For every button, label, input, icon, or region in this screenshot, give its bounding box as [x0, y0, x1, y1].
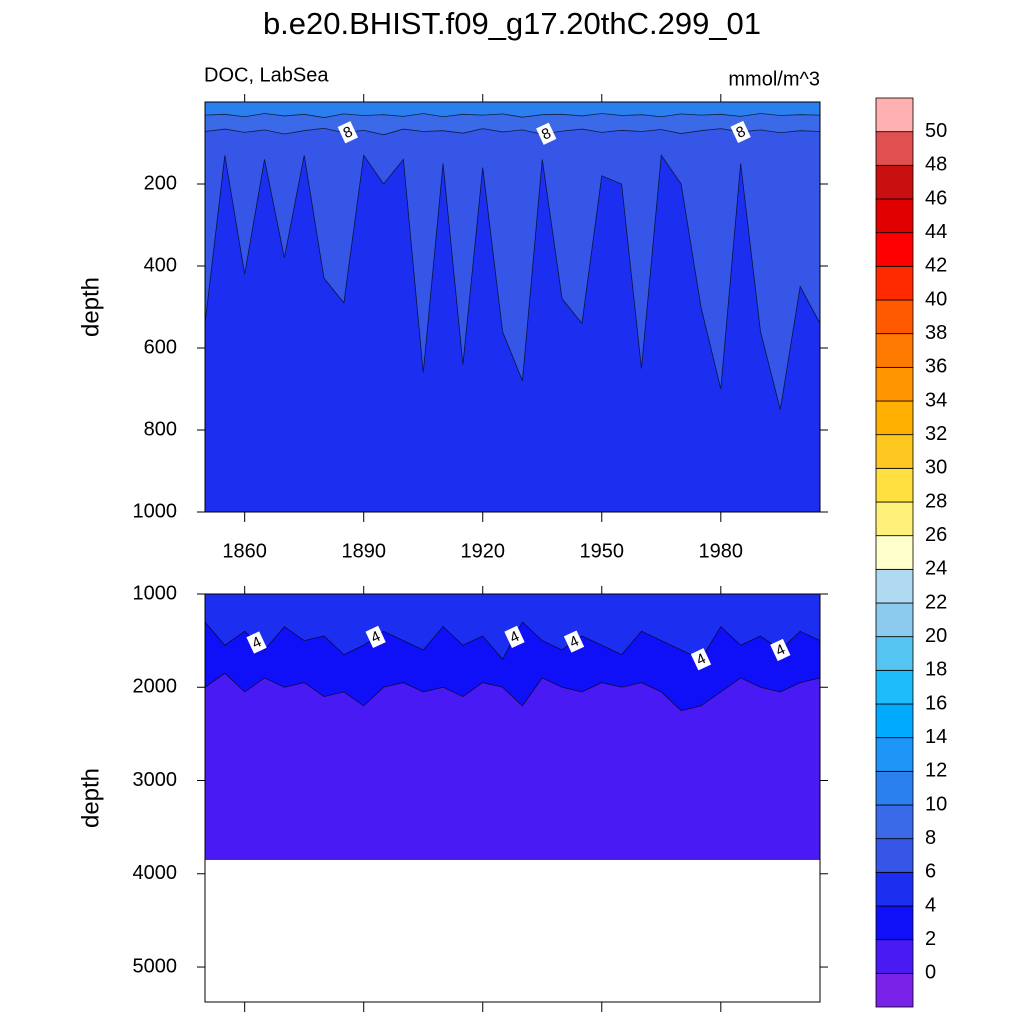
- colorbar-label: 4: [925, 894, 936, 916]
- colorbar-label: 12: [925, 760, 947, 782]
- contour-label-box: [536, 122, 557, 145]
- contour-label-box: [365, 625, 386, 649]
- colorbar-box: [875, 939, 914, 974]
- colorbar-box: [875, 366, 914, 402]
- colorbar-label: 28: [925, 490, 947, 512]
- contour-line: [205, 154, 820, 410]
- y-tick-label: 1000: [133, 500, 178, 522]
- colorbar-label: 26: [925, 524, 947, 546]
- colorbar-label: 18: [925, 659, 947, 681]
- y-tick-label: 5000: [133, 955, 178, 977]
- contour-label-box: [730, 120, 751, 144]
- colorbar-box: [875, 669, 914, 705]
- x-tick-label: 1890: [341, 540, 386, 562]
- colorbar-box: [875, 131, 914, 166]
- colorbar-box: [875, 737, 914, 772]
- contour-label-box: [563, 630, 585, 653]
- y-tick-label: 200: [144, 172, 177, 194]
- colorbar-label: 14: [925, 726, 947, 748]
- x-tick-label: 1950: [580, 540, 625, 562]
- colorbar-box: [875, 434, 914, 469]
- colorbar-label: 24: [925, 558, 947, 580]
- colorbar-box: [875, 636, 914, 671]
- colorbar-label: 22: [925, 591, 947, 613]
- colorbar-box: [875, 265, 914, 301]
- band-fill: [205, 155, 820, 512]
- contour-label-box: [770, 638, 791, 662]
- colorbar-label: 20: [925, 625, 947, 647]
- y-tick-label: 800: [144, 418, 177, 440]
- band-fill: [205, 673, 820, 860]
- colorbar-label: 38: [925, 322, 947, 344]
- colorbar-label: 2: [925, 928, 936, 950]
- colorbar-box: [875, 568, 914, 604]
- colorbar-box: [875, 602, 914, 638]
- colorbar-box: [875, 871, 914, 907]
- colorbar-box: [875, 703, 914, 739]
- colorbar-label: 16: [925, 692, 947, 714]
- colorbar-box: [875, 333, 914, 368]
- y-tick-label: 4000: [133, 862, 178, 884]
- colorbar-label: 10: [925, 793, 947, 815]
- colorbar-box: [875, 972, 914, 1008]
- colorbar-label: 6: [925, 861, 936, 883]
- figure-title: b.e20.BHIST.f09_g17.20thC.299_01: [263, 6, 761, 41]
- x-tick-label: 1980: [699, 540, 744, 562]
- y-tick-label: 2000: [133, 676, 178, 698]
- colorbar-box: [875, 770, 914, 806]
- colorbar-label: 40: [925, 288, 947, 310]
- colorbar-label: 46: [925, 187, 947, 209]
- colorbar-box: [875, 97, 914, 133]
- plot-frame: [204, 101, 821, 513]
- colorbar-label: 34: [925, 389, 947, 411]
- y-tick-label: 400: [144, 254, 177, 276]
- colorbar-box: [875, 804, 914, 840]
- plot-area: [205, 102, 820, 512]
- colorbar-box: [875, 400, 914, 436]
- x-tick-label: 1920: [460, 540, 505, 562]
- contour-label-box: [504, 625, 525, 649]
- contour-line: [205, 672, 820, 712]
- y-tick-label: 600: [144, 336, 177, 358]
- colorbar-box: [875, 905, 914, 941]
- contour-label-box: [246, 631, 267, 654]
- colorbar-label: 50: [925, 120, 947, 142]
- right-label: mmol/m^3: [728, 68, 820, 90]
- colorbar-label: 48: [925, 154, 947, 176]
- contour-label-box: [690, 648, 712, 671]
- left-label: DOC, LabSea: [204, 64, 329, 86]
- x-tick-label: 1860: [222, 540, 267, 562]
- contour-label-box: [337, 121, 358, 144]
- colorbar-label: 8: [925, 827, 936, 849]
- colorbar-box: [875, 535, 914, 570]
- y-axis-label: depth: [77, 277, 104, 337]
- colorbar-label: 30: [925, 457, 947, 479]
- colorbar-box: [875, 299, 914, 335]
- contour-line: [205, 127, 820, 136]
- colorbar-label: 0: [925, 962, 936, 984]
- contour-line: [205, 113, 820, 118]
- colorbar-label: 44: [925, 221, 947, 243]
- colorbar-box: [875, 501, 914, 537]
- colorbar-label: 32: [925, 423, 947, 445]
- y-tick-label: 1000: [133, 582, 178, 604]
- plot-area: [205, 594, 820, 860]
- colorbar-box: [875, 198, 914, 234]
- colorbar-label: 42: [925, 255, 947, 277]
- y-axis-label: depth: [77, 768, 104, 828]
- colorbar-box: [875, 232, 914, 267]
- colorbar-box: [875, 164, 914, 200]
- colorbar-box: [875, 467, 914, 503]
- y-tick-label: 3000: [133, 769, 178, 791]
- plot-frame: [204, 593, 821, 1003]
- colorbar-label: 36: [925, 356, 947, 378]
- colorbar-box: [875, 838, 914, 873]
